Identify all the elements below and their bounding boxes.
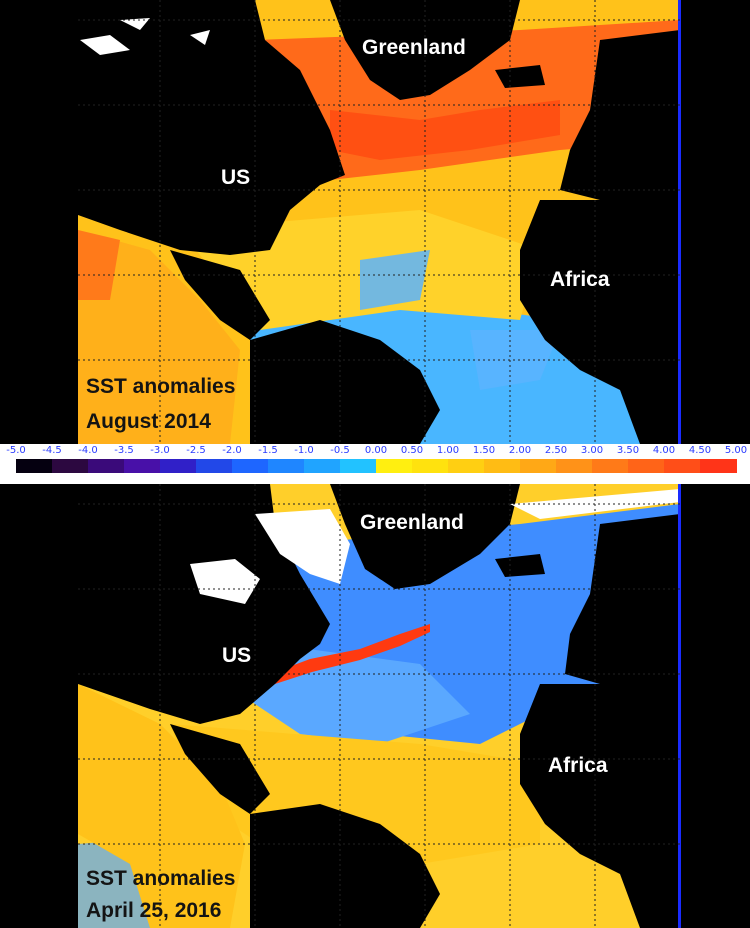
land-greenland [330,484,520,589]
ocean-gulf-stream [330,100,560,160]
land-europe [565,514,680,734]
colorbar-tick-label: 0.50 [400,445,424,456]
colorbar-cell [16,459,53,473]
colorbar-tick-label: -2.5 [186,445,206,456]
colorbar-cell [88,459,125,473]
colorbar-tick-label: 0.00 [364,445,388,456]
colorbar-tick-label: 5.00 [724,445,748,456]
caption-title: SST anomalies [86,867,236,890]
colorbar-tick-label: 4.50 [688,445,712,456]
land-central-america [170,724,270,814]
land-south-america [250,804,440,928]
land-europe [560,30,680,260]
grid-lines [78,484,680,928]
land-iceland [495,65,545,88]
colorbar-tick-label: 1.00 [436,445,460,456]
colorbar-tick-label: -4.0 [78,445,98,456]
colorbar-cell [124,459,161,473]
colorbar-cell [196,459,233,473]
land-north-america [78,0,345,255]
colorbar-tick-label: -2.0 [222,445,242,456]
colorbar-tick-label: -1.0 [294,445,314,456]
caption-title: SST anomalies [86,375,236,398]
colorbar-cell [232,459,269,473]
ocean-south [420,864,680,928]
map-panel-2016: Greenland US Africa SST anomalies April … [0,484,750,928]
land-south-america [250,320,440,444]
sst-map-2016 [78,484,681,928]
ice-hudson [255,509,350,584]
colorbar-tick-label: 1.50 [472,445,496,456]
pacific-warm-band [78,230,120,300]
colorbar-cell [304,459,341,473]
ocean-gulf-stream [270,624,430,684]
colorbar-cell [484,459,521,473]
colorbar-tick-label: -0.5 [330,445,350,456]
colorbar-tick-label: 4.00 [652,445,676,456]
colorbar-cell [520,459,557,473]
colorbar-cell [592,459,629,473]
colorbar-cell [700,459,737,473]
caption-date: August 2014 [86,410,211,433]
land-africa [520,684,680,928]
label-greenland: Greenland [360,511,464,534]
grid-lines [78,0,680,444]
colorbar-tick-label: -4.5 [42,445,62,456]
label-africa: Africa [548,754,608,777]
right-border [678,0,681,444]
right-border [678,484,681,928]
ice-labrador [190,559,260,604]
caption-date: April 25, 2016 [86,899,222,922]
sst-colorbar: -5.0 -4.5 -4.0 -3.5 -3.0 -2.5 -2.0 -1.5 -1.0 -0.5… [0,444,750,484]
colorbar-tick-label: -3.5 [114,445,134,456]
colorbar-cell [448,459,485,473]
colorbar-cell [340,459,377,473]
label-us: US [222,644,252,667]
colorbar-cell [412,459,449,473]
colorbar-tick-label: -3.0 [150,445,170,456]
colorbar-tick-label: 3.00 [580,445,604,456]
colorbar-cell [268,459,305,473]
colorbar-cell [556,459,593,473]
colorbar-tick-label: 2.50 [544,445,568,456]
colorbar-cell [628,459,665,473]
colorbar-tick-label: -5.0 [6,445,26,456]
land-central-america [170,250,270,340]
label-us: US [221,166,251,189]
pacific-ocean [78,230,240,444]
ice-north [80,18,210,55]
colorbar-tick-label: 3.50 [616,445,640,456]
land-north-america [78,484,330,724]
colorbar-tick-label: -1.5 [258,445,278,456]
map-panel-2014: Greenland US Africa SST anomalies August… [0,0,750,444]
colorbar-cell [376,459,413,473]
label-africa: Africa [550,268,610,291]
label-greenland: Greenland [362,36,466,59]
land-africa [520,200,680,444]
land-iceland [495,554,545,577]
colorbar-cell [160,459,197,473]
colorbar-cell [52,459,89,473]
sst-map-2014 [78,0,681,444]
colorbar-cell [664,459,701,473]
colorbar-tick-label: 2.00 [508,445,532,456]
pacific-ocean [78,684,245,928]
